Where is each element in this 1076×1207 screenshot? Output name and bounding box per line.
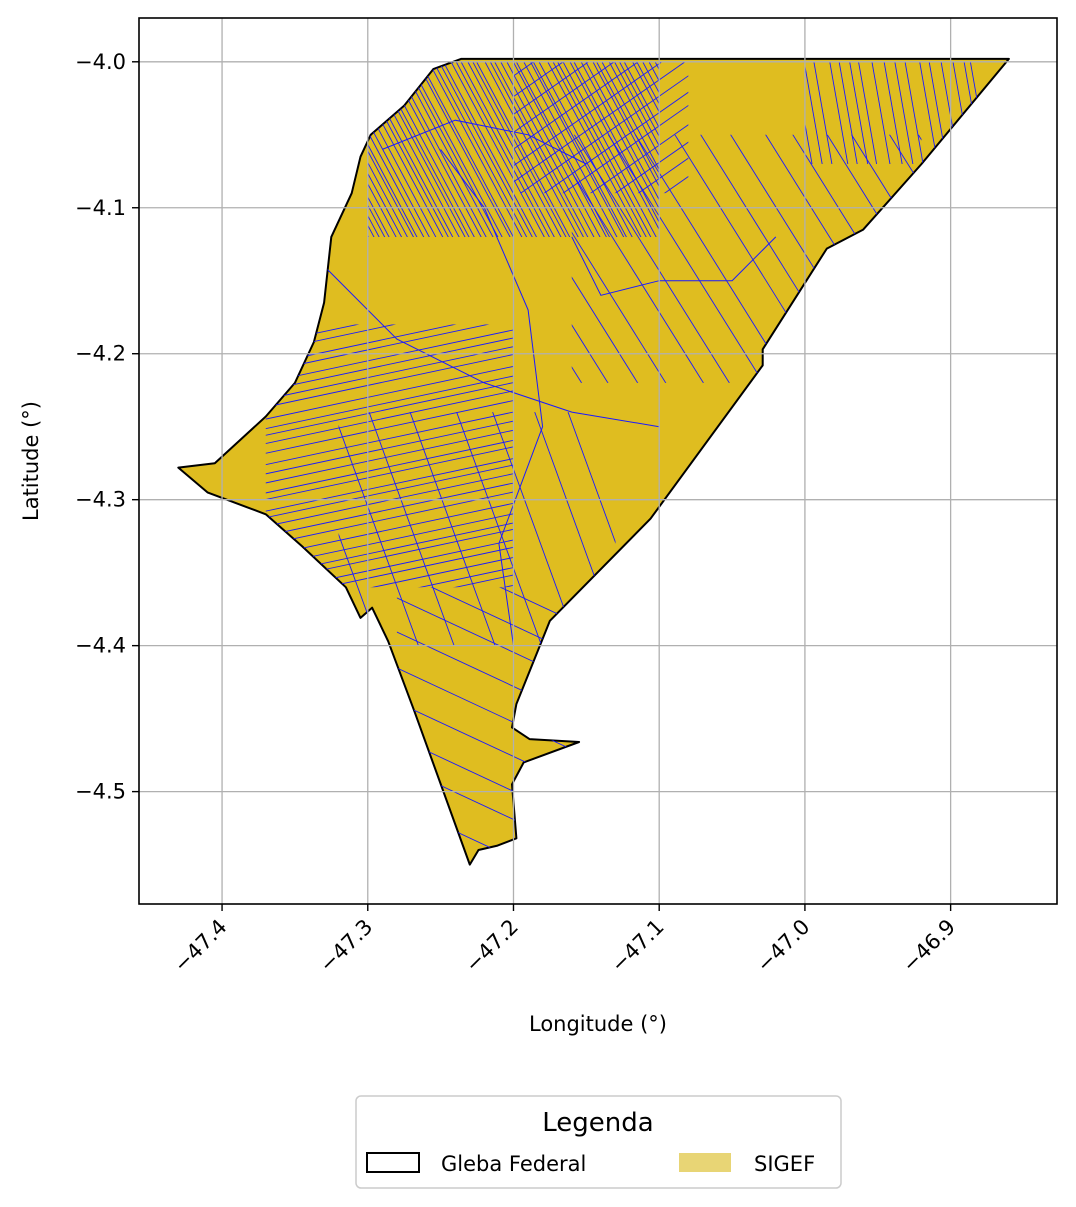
legend-label-gleba-federal: Gleba Federal — [441, 1152, 586, 1176]
legend-swatch-sigef — [679, 1153, 731, 1172]
y-tick-label: −4.0 — [75, 50, 126, 74]
legend-label-sigef: SIGEF — [754, 1152, 815, 1176]
y-tick-label: −4.2 — [75, 342, 126, 366]
y-tick-label: −4.4 — [75, 634, 126, 658]
y-tick-label: −4.1 — [75, 196, 126, 220]
x-axis-label: Longitude (°) — [529, 1012, 667, 1036]
y-tick-label: −4.3 — [75, 488, 126, 512]
y-axis-label: Latitude (°) — [19, 401, 43, 521]
y-tick-label: −4.5 — [75, 780, 126, 804]
legend-title: Legenda — [542, 1108, 653, 1138]
legend: Legenda Gleba Federal SIGEF — [356, 1096, 841, 1188]
